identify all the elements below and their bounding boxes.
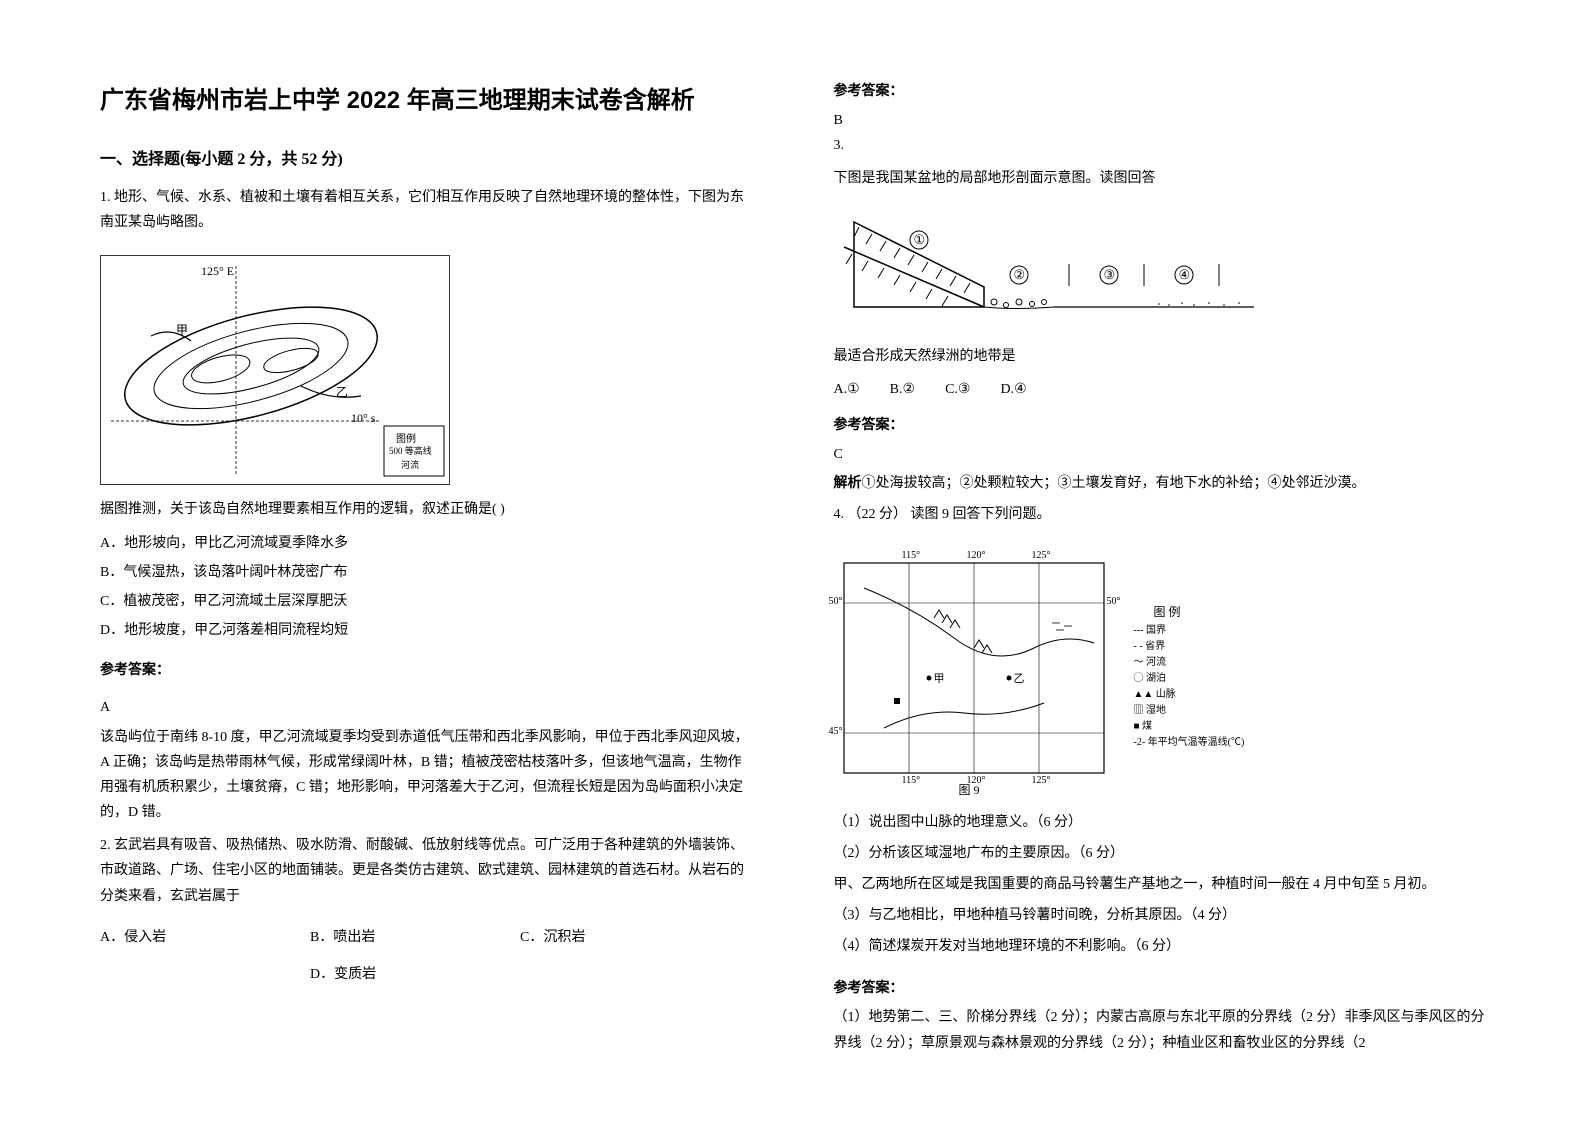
q3-opt-a: A.① bbox=[834, 377, 860, 402]
q4-figure-caption: 图 9 bbox=[959, 781, 980, 798]
right-column: 参考答案： B 3. 下图是我国某盆地的局部地形剖面示意图。读图回答 bbox=[834, 80, 1488, 1042]
q2-opt-c: C．沉积岩 bbox=[520, 925, 640, 950]
q1-opt-c: C．植被茂密，甲乙河流域土层深厚肥沃 bbox=[100, 589, 754, 614]
q4-lon-125t: 125° bbox=[1032, 550, 1051, 561]
q4-sub4: （4）简述煤炭开发对当地地理环境的不利影响。（6 分） bbox=[834, 934, 1488, 959]
svg-text:甲: 甲 bbox=[176, 323, 188, 337]
q2-answer-label: 参考答案： bbox=[834, 80, 1488, 100]
q4-legend-title: 图 例 bbox=[1154, 603, 1181, 620]
q1-opt-b: B．气候湿热，该岛落叶阔叶林茂密广布 bbox=[100, 560, 754, 585]
q3-answer-label: 参考答案： bbox=[834, 414, 1488, 434]
page-title: 广东省梅州市岩上中学 2022 年高三地理期末试卷含解析 bbox=[100, 80, 754, 115]
q4-sub1: （1）说出图中山脉的地理意义。（6 分） bbox=[834, 810, 1488, 835]
q1-num: 1. bbox=[100, 190, 111, 205]
q4-header: 4. （22 分） 读图 9 回答下列问题。 bbox=[834, 502, 1488, 527]
q4-lon-115t: 115° bbox=[902, 550, 921, 561]
q1-text: 1. 地形、气候、水系、植被和土壤有着相互关系，它们相互作用反映了自然地理环境的… bbox=[100, 185, 754, 235]
q2-opt-a: A．侵入岩 bbox=[100, 925, 250, 950]
q3-opts: A.① B.② C.③ D.④ bbox=[834, 377, 1488, 402]
q3-answer: C bbox=[834, 442, 1488, 467]
q1-legend-river: 河流 bbox=[401, 458, 419, 471]
q3-opt-b: B.② bbox=[890, 377, 915, 402]
q1-opt-a: A．地形坡向，甲比乙河流域夏季降水多 bbox=[100, 531, 754, 556]
q1-legend-title: 图例 bbox=[396, 430, 416, 445]
left-column: 广东省梅州市岩上中学 2022 年高三地理期末试卷含解析 一、选择题(每小题 2… bbox=[100, 80, 754, 1042]
q3-figure: ① ② ③ ④ bbox=[834, 212, 1264, 332]
q3-label-4: ④ bbox=[1179, 267, 1191, 283]
q1-opt-d: D．地形坡度，甲乙河落差相同流程均短 bbox=[100, 618, 754, 643]
q4-lon-115b: 115° bbox=[902, 775, 921, 786]
q4-lat-50r: 50° bbox=[1107, 596, 1121, 607]
q2-opts-row2: D．变质岩 bbox=[100, 962, 754, 987]
q4-num: 4. bbox=[834, 507, 845, 522]
q3-explanation-label: 解析 bbox=[834, 476, 862, 491]
q2-text: 2. 玄武岩具有吸音、吸热储热、吸水防滑、耐酸碱、低放射线等优点。可广泛用于各种… bbox=[100, 833, 754, 909]
q1-prompt: 据图推测，关于该岛自然地理要素相互作用的逻辑，叙述正确是( ) bbox=[100, 497, 754, 522]
q4-sub2: （2）分析该区域湿地广布的主要原因。（6 分） bbox=[834, 841, 1488, 866]
q4-mark-jia: 甲 bbox=[934, 670, 945, 686]
q3-label-2: ② bbox=[1014, 267, 1026, 283]
q1-figure: 甲 乙 125° E 10° s 图例 500 等高线 河流 bbox=[100, 255, 450, 485]
q2-body: 玄武岩具有吸音、吸热储热、吸水防滑、耐酸碱、低放射线等优点。可广泛用于各种建筑的… bbox=[100, 838, 744, 903]
q4-answer-label: 参考答案： bbox=[834, 977, 1488, 997]
q4-figure: 115° 120° 125° 115° 120° 125° 50° 45° 50… bbox=[834, 548, 1274, 798]
q2-opt-d: D．变质岩 bbox=[310, 962, 460, 987]
q4-text: 读图 9 回答下列问题。 bbox=[911, 507, 1051, 522]
q3-label-3: ③ bbox=[1104, 267, 1116, 283]
svg-text:乙: 乙 bbox=[336, 385, 348, 399]
q1-lat-label: 10° s bbox=[351, 411, 375, 426]
q4-lon-125b: 125° bbox=[1032, 775, 1051, 786]
q3-num: 3. bbox=[834, 133, 1488, 158]
q3-prompt: 最适合形成天然绿洲的地带是 bbox=[834, 344, 1488, 369]
q2-opts-row1: A．侵入岩 B．喷出岩 C．沉积岩 bbox=[100, 925, 754, 950]
q4-sub2-extra: 甲、乙两地所在区域是我国重要的商品马铃薯生产基地之一，种植时间一般在 4 月中旬… bbox=[834, 872, 1488, 897]
q3-explanation: 解析①处海拔较高；②处颗粒较大；③土壤发育好，有地下水的补给；④处邻近沙漠。 bbox=[834, 471, 1488, 496]
q2-num: 2. bbox=[100, 838, 111, 853]
q1-legend-contour: 500 等高线 bbox=[389, 444, 432, 457]
q4-points: （22 分） bbox=[848, 507, 908, 522]
q3-opt-d: D.④ bbox=[1000, 377, 1026, 402]
q1-answer-label: 参考答案： bbox=[100, 659, 754, 679]
q1-body: 地形、气候、水系、植被和土壤有着相互关系，它们相互作用反映了自然地理环境的整体性… bbox=[100, 190, 744, 230]
section-header: 一、选择题(每小题 2 分，共 52 分) bbox=[100, 145, 754, 169]
q3-text: 下图是我国某盆地的局部地形剖面示意图。读图回答 bbox=[834, 166, 1488, 191]
q2-answer: B bbox=[834, 108, 1488, 133]
q4-lon-120t: 120° bbox=[967, 550, 986, 561]
q1-explanation: 该岛屿位于南纬 8-10 度，甲乙河流域夏季均受到赤道低气压带和西北季风影响，甲… bbox=[100, 725, 754, 826]
q4-mark-yi: 乙 bbox=[1014, 670, 1025, 686]
q4-answer: （1）地势第二、三、阶梯分界线（2 分）；内蒙古高原与东北平原的分界线（2 分）… bbox=[834, 1005, 1488, 1055]
q3-explanation-text: ①处海拔较高；②处颗粒较大；③土壤发育好，有地下水的补给；④处邻近沙漠。 bbox=[862, 476, 1366, 491]
q4-lat-50: 50° bbox=[829, 596, 843, 607]
q2-opt-b: B．喷出岩 bbox=[310, 925, 460, 950]
q1-answer: A bbox=[100, 695, 754, 720]
q4-sub3: （3）与乙地相比，甲地种植马铃薯时间晚，分析其原因。（4 分） bbox=[834, 903, 1488, 928]
q4-lat-45: 45° bbox=[829, 726, 843, 737]
q3-opt-c: C.③ bbox=[945, 377, 970, 402]
q3-label-1: ① bbox=[914, 232, 926, 248]
q1-lon-label: 125° E bbox=[201, 264, 234, 279]
q4-legend-items: --- 国界 - - 省界 ～ 河流 ◯ 湖泊 ▲▲ 山脉 ▥ 湿地 ■ 煤 -… bbox=[1134, 623, 1245, 751]
